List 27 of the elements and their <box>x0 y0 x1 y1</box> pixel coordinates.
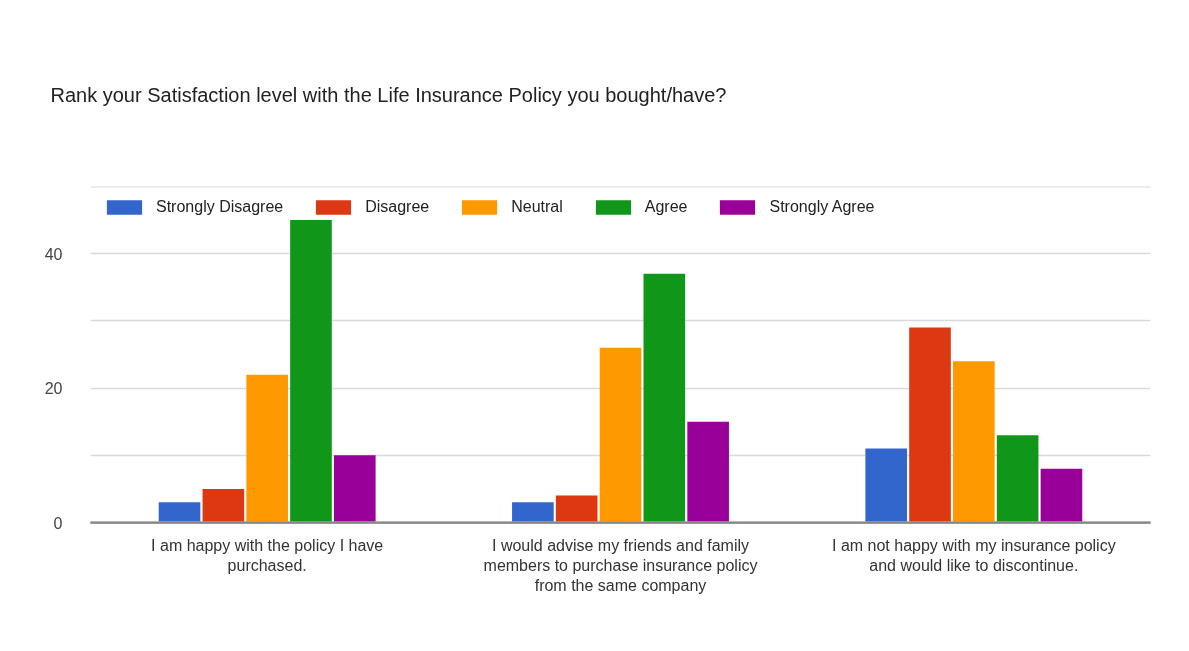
legend-label: Strongly Agree <box>769 198 875 216</box>
x-tick-label: I would advise my friends and family members to purchase insurance policy from the same company <box>483 536 758 595</box>
bar <box>996 435 1039 523</box>
y-tick-label: 40 <box>44 245 63 263</box>
bar <box>158 502 201 523</box>
bar <box>202 488 245 523</box>
bar <box>246 374 288 523</box>
bar <box>953 361 995 523</box>
y-tick-label: 0 <box>53 514 63 532</box>
bar <box>555 495 598 523</box>
chart-title: Rank your Satisfaction level with the Life Insurance Policy you bought/have? <box>50 83 727 106</box>
bar <box>687 421 729 523</box>
y-tick-label: 20 <box>44 380 63 398</box>
bar <box>1040 468 1083 523</box>
bar <box>865 448 908 523</box>
legend-label: Disagree <box>365 198 430 216</box>
bar <box>290 220 332 523</box>
bar <box>643 273 686 523</box>
bar <box>909 327 951 523</box>
legend-label: Strongly Disagree <box>156 198 284 216</box>
legend-label: Neutral <box>511 198 563 216</box>
bar <box>599 347 642 523</box>
bar <box>333 455 376 523</box>
bar <box>512 502 554 523</box>
x-tick-label: I am happy with the policy I have purchased. <box>151 536 384 574</box>
x-tick-label: I am not happy with my insurance policy and would like to discontinue. <box>831 536 1116 574</box>
legend-label: Agree <box>644 198 688 216</box>
